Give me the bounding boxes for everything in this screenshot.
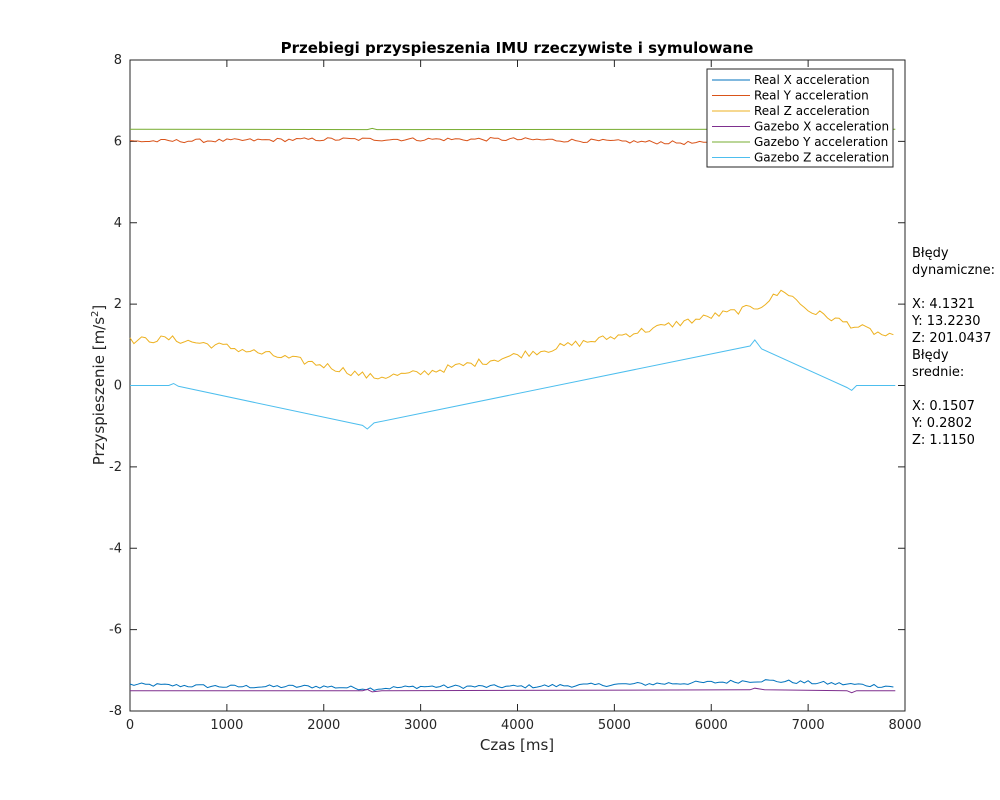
y-axis-label-main: Przyspieszenie [m/s xyxy=(90,317,108,466)
annotation-line: Z: 201.0437 xyxy=(912,331,991,346)
y-axis-label-sup: 2 xyxy=(90,311,101,317)
x-tick-label: 7000 xyxy=(792,718,825,733)
y-tick-label: -2 xyxy=(109,460,122,475)
series-line-6 xyxy=(130,339,896,430)
series-line-4 xyxy=(130,687,896,694)
plot-area xyxy=(129,59,906,712)
series-line-3 xyxy=(129,289,894,380)
series-line-1 xyxy=(129,679,894,691)
annotation-line: srednie: xyxy=(912,365,964,380)
error-annotation: Błędy dynamiczne: X: 4.1321 Y: 13.2230 Z: 20… xyxy=(911,246,995,448)
annotation-line: Z: 1.1150 xyxy=(912,433,975,448)
series-line-5 xyxy=(129,127,896,131)
legend: Real X acceleration Real Y accelerationRe… xyxy=(706,68,894,168)
y-tick-label: 4 xyxy=(114,216,122,231)
chart-title: Przebiegi przyspieszenia IMU rzeczywiste… xyxy=(281,39,754,57)
y-tick-label: 6 xyxy=(114,134,122,149)
x-tick-label: 5000 xyxy=(598,718,631,733)
annotation-line: Błędy xyxy=(912,348,949,363)
annotation-line: X: 4.1321 xyxy=(912,297,975,312)
y-tick-label: 8 xyxy=(114,53,122,68)
x-tick-label: 0 xyxy=(126,718,134,733)
x-tick-label: 1000 xyxy=(210,718,243,733)
legend-label: Real X acceleration xyxy=(754,73,870,87)
annotation-line: Błędy xyxy=(912,246,949,261)
y-tick-label: 2 xyxy=(114,297,122,312)
legend-box xyxy=(706,68,894,168)
y-tick-label: -6 xyxy=(109,623,122,638)
legend-label: Real Y acceleration xyxy=(754,89,869,103)
y-axis-label: Przyspieszenie [m/s2] xyxy=(90,305,108,466)
annotation-line: dynamiczne: xyxy=(912,263,995,278)
legend-label: Gazebo Z acceleration xyxy=(754,151,889,165)
axis-ticks: 0 1000 2000 3000 4000 5000 6000 7000 8000 -8 -6 -4 -… xyxy=(109,53,922,733)
y-tick-label: -8 xyxy=(109,704,122,719)
legend-label: Gazebo Y acceleration xyxy=(754,135,888,149)
x-tick-label: 4000 xyxy=(501,718,534,733)
x-tick-label: 8000 xyxy=(888,718,921,733)
y-axis-label-end: ] xyxy=(90,305,108,311)
annotation-line: Y: 13.2230 xyxy=(911,314,981,329)
x-tick-label: 3000 xyxy=(404,718,437,733)
x-axis-label: Czas [ms] xyxy=(480,736,554,754)
legend-label: Real Z acceleration xyxy=(754,104,870,118)
annotation-line: Y: 0.2802 xyxy=(911,416,972,431)
annotation-line: X: 0.1507 xyxy=(912,399,975,414)
legend-label: Gazebo X acceleration xyxy=(754,120,889,134)
x-tick-label: 2000 xyxy=(307,718,340,733)
y-tick-label: 0 xyxy=(114,379,122,394)
x-tick-label: 6000 xyxy=(695,718,728,733)
y-tick-label: -4 xyxy=(109,541,122,556)
